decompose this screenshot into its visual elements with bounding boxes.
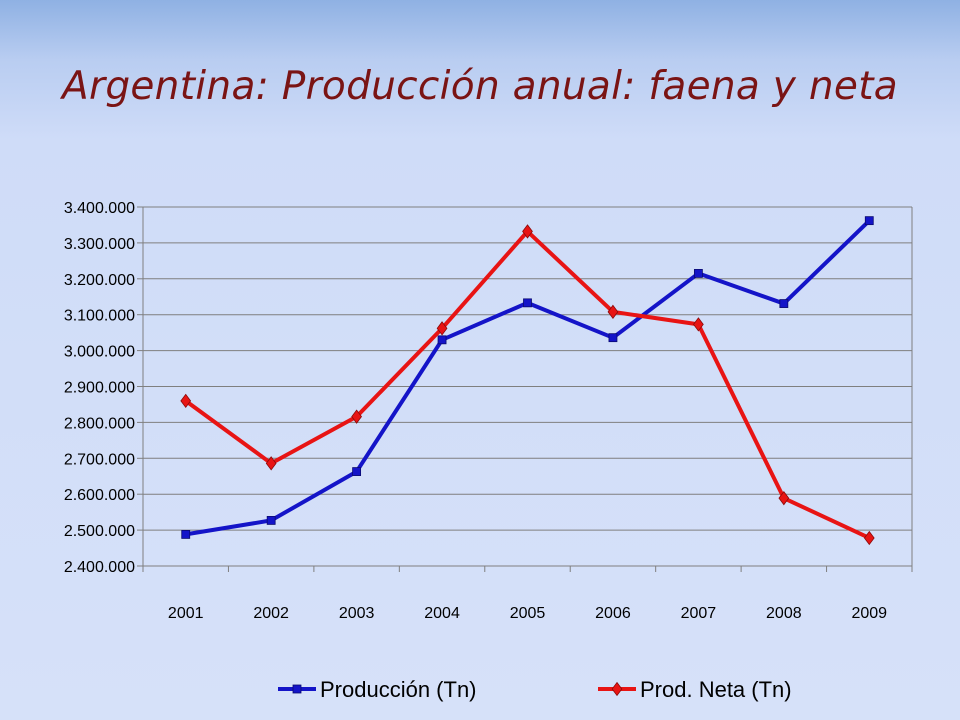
legend-item: Prod. Neta (Tn) [598, 677, 792, 702]
x-axis-ticks: 2001 2002 2003 2004 2005 2006 2007 2008 2009 [168, 605, 887, 622]
axes [137, 206, 913, 572]
data-point [608, 333, 618, 343]
y-tick-label: 3.400.000 [64, 200, 135, 217]
x-tick-label: 2002 [253, 605, 289, 622]
data-point [864, 216, 874, 226]
data-point [522, 224, 533, 239]
data-point [693, 269, 703, 278]
x-tick-label: 2006 [595, 605, 631, 622]
legend-marker [292, 684, 302, 694]
data-point [180, 393, 192, 409]
legend-label: Producción (Tn) [320, 677, 477, 702]
y-tick-label: 2.400.000 [64, 559, 135, 576]
x-tick-label: 2008 [766, 605, 802, 622]
y-tick-label: 2.900.000 [64, 380, 135, 397]
legend-marker [611, 681, 623, 697]
series-line [184, 229, 871, 540]
data-point [523, 298, 532, 308]
x-tick-label: 2007 [681, 605, 717, 622]
slide-title: Argentina: Producción anual: faena y net… [62, 64, 898, 109]
y-tick-label: 2.500.000 [64, 523, 135, 540]
x-tick-label: 2003 [339, 605, 375, 622]
data-point [778, 490, 790, 506]
series-0 [181, 216, 874, 539]
data-point [266, 516, 276, 525]
data-point [265, 456, 277, 471]
data-point [436, 321, 448, 336]
y-axis-ticks: 2.400.000 2.500.000 2.600.000 2.700.000 2.80… [64, 200, 135, 576]
legend: Producción (Tn) Prod. Neta (Tn) [278, 677, 792, 702]
data-point [181, 530, 191, 539]
legend-label: Prod. Neta (Tn) [640, 677, 792, 702]
x-tick-label: 2004 [424, 605, 460, 622]
x-tick-label: 2009 [851, 605, 887, 622]
data-point [779, 299, 789, 308]
x-tick-label: 2005 [510, 605, 546, 622]
y-tick-label: 3.100.000 [64, 308, 135, 325]
y-tick-label: 2.800.000 [64, 415, 135, 432]
data-point [351, 409, 362, 424]
series-1 [180, 224, 875, 546]
data-point [607, 304, 619, 319]
data-point [437, 335, 447, 345]
y-tick-label: 3.300.000 [64, 236, 135, 253]
y-tick-label: 3.200.000 [64, 272, 135, 289]
data-point [863, 530, 875, 546]
data-point [693, 317, 704, 332]
y-tick-label: 3.000.000 [64, 344, 135, 361]
series-line [185, 219, 871, 537]
grid-lines [143, 206, 912, 567]
data-point [352, 467, 362, 476]
y-tick-label: 2.700.000 [64, 451, 135, 468]
series [180, 216, 875, 546]
x-tick-label: 2001 [168, 605, 204, 622]
y-tick-label: 2.600.000 [64, 487, 135, 504]
legend-item: Producción (Tn) [278, 677, 477, 702]
